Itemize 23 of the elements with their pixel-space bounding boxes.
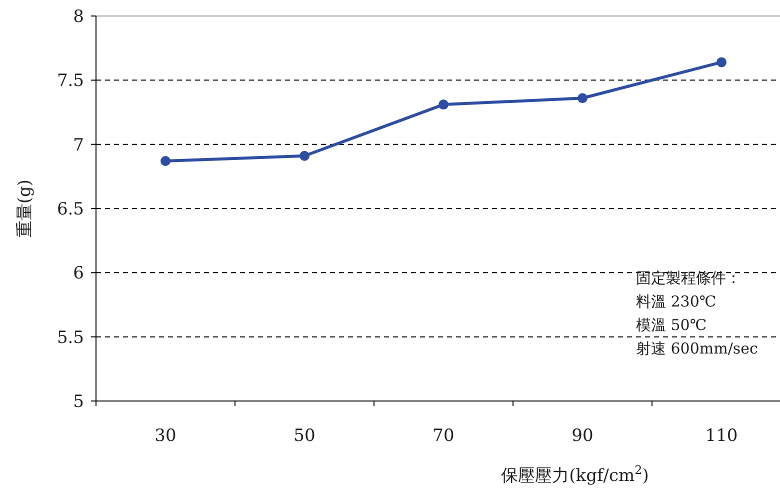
y-tick-label: 5.5	[56, 328, 84, 348]
x-tick-label: 70	[432, 426, 454, 446]
y-tick-label: 7	[73, 135, 84, 156]
annotation: 射速 600mm/sec	[636, 340, 758, 358]
annotation: 模溫 50℃	[636, 316, 707, 334]
x-tick-label: 50	[294, 426, 316, 446]
y-tick-label: 6.5	[56, 200, 84, 220]
x-axis-title: 保壓壓力(kgf/cm$^{2}$)	[501, 463, 649, 486]
y-axis-title: 重量(g)	[15, 179, 35, 238]
y-tick-label: 5	[73, 392, 84, 412]
point	[300, 150, 310, 161]
annotation: 固定製程條件：	[636, 269, 741, 287]
x-tick-label: 30	[154, 426, 176, 446]
point	[578, 93, 588, 104]
point	[716, 57, 726, 68]
x-tick-label: 90	[572, 426, 594, 446]
y-tick-label: 7.5	[56, 71, 84, 92]
point	[160, 156, 170, 166]
annotation: 料溫 230℃	[636, 292, 716, 310]
y-tick-label: 8	[73, 7, 84, 27]
point	[438, 100, 448, 110]
x-tick-label: 110	[705, 426, 738, 446]
y-tick-label: 6	[73, 264, 84, 284]
